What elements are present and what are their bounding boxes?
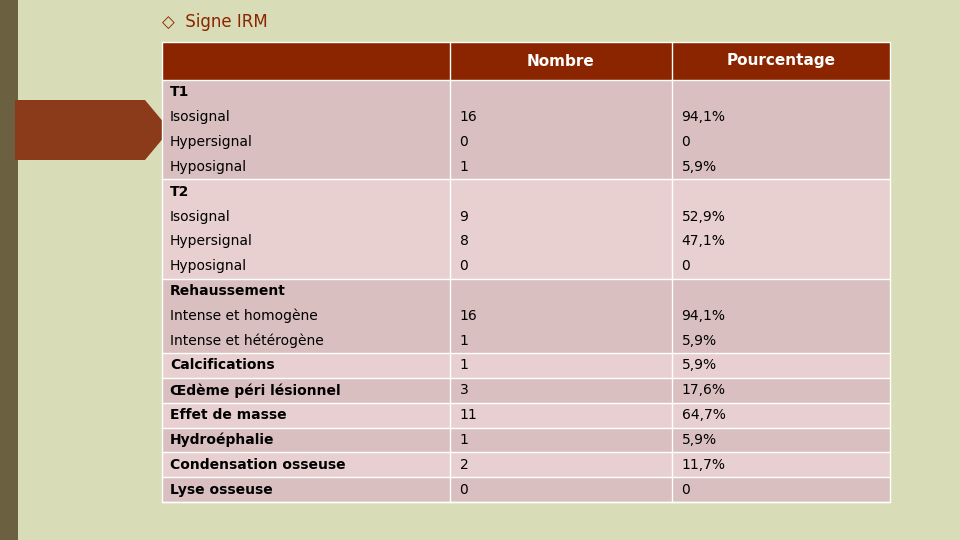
Bar [162, 428, 890, 453]
Bar [0, 0, 18, 540]
Text: 52,9%: 52,9% [682, 210, 726, 224]
Text: T2: T2 [170, 185, 189, 199]
Text: Rehaussement: Rehaussement [170, 284, 286, 298]
Text: 0: 0 [682, 483, 690, 497]
Bar [162, 80, 890, 179]
Text: Isosignal: Isosignal [170, 210, 230, 224]
Text: 0: 0 [460, 135, 468, 149]
Text: 0: 0 [460, 259, 468, 273]
Text: 94,1%: 94,1% [682, 110, 726, 124]
Bar [162, 453, 890, 477]
Text: 9: 9 [460, 210, 468, 224]
Bar [162, 179, 890, 279]
Bar [162, 42, 890, 502]
Bar [162, 403, 890, 428]
Text: Hypersignal: Hypersignal [170, 234, 252, 248]
Text: 17,6%: 17,6% [682, 383, 726, 397]
Bar [162, 378, 890, 403]
Text: T1: T1 [170, 85, 189, 99]
Text: Intense et hétérogène: Intense et hétérogène [170, 333, 324, 348]
Text: 1: 1 [460, 359, 468, 373]
Text: 3: 3 [460, 383, 468, 397]
Polygon shape [15, 100, 170, 160]
Text: 5,9%: 5,9% [682, 433, 717, 447]
Text: 16: 16 [460, 110, 477, 124]
Text: Hydroéphalie: Hydroéphalie [170, 433, 275, 447]
Bar [162, 279, 890, 353]
Text: Effet de masse: Effet de masse [170, 408, 287, 422]
Text: ◇  Signe IRM: ◇ Signe IRM [162, 13, 268, 31]
Bar [162, 353, 890, 378]
Text: 1: 1 [460, 334, 468, 348]
Text: Hypersignal: Hypersignal [170, 135, 252, 149]
Text: Isosignal: Isosignal [170, 110, 230, 124]
Text: 11,7%: 11,7% [682, 458, 726, 472]
Text: 5,9%: 5,9% [682, 334, 717, 348]
Text: Hyposignal: Hyposignal [170, 160, 247, 174]
Text: 0: 0 [682, 259, 690, 273]
Text: Pourcentage: Pourcentage [727, 53, 835, 69]
Bar [162, 477, 890, 502]
Text: Hyposignal: Hyposignal [170, 259, 247, 273]
Text: 11: 11 [460, 408, 477, 422]
Text: 1: 1 [460, 160, 468, 174]
Text: 0: 0 [682, 135, 690, 149]
Text: 5,9%: 5,9% [682, 160, 717, 174]
Text: 5,9%: 5,9% [682, 359, 717, 373]
Text: 47,1%: 47,1% [682, 234, 726, 248]
Text: 0: 0 [460, 483, 468, 497]
Text: Condensation osseuse: Condensation osseuse [170, 458, 346, 472]
Text: 2: 2 [460, 458, 468, 472]
Text: Œdème péri lésionnel: Œdème péri lésionnel [170, 383, 341, 397]
Text: Nombre: Nombre [527, 53, 594, 69]
Text: Lyse osseuse: Lyse osseuse [170, 483, 273, 497]
Text: 64,7%: 64,7% [682, 408, 726, 422]
Text: 1: 1 [460, 433, 468, 447]
Text: 16: 16 [460, 309, 477, 323]
Text: 8: 8 [460, 234, 468, 248]
Text: 94,1%: 94,1% [682, 309, 726, 323]
Text: Calcifications: Calcifications [170, 359, 275, 373]
Bar [162, 42, 890, 80]
Text: Intense et homogène: Intense et homogène [170, 308, 318, 323]
